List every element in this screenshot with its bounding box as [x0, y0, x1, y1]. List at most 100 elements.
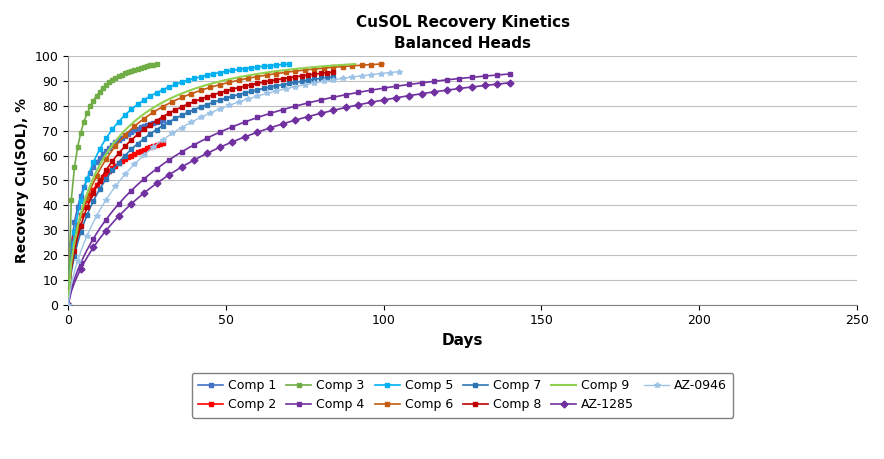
Comp 1: [66, 241, 77, 246]
Comp 2: [110, 163, 121, 168]
Comp 7: [107, 168, 118, 173]
AZ-1285: [438, 88, 449, 93]
Comp 3: [117, 72, 127, 77]
Comp 9: [350, 62, 361, 67]
Comp 1: [141, 122, 152, 128]
Comp 1: [113, 137, 124, 143]
Comp 3: [75, 130, 86, 135]
Comp 9: [274, 68, 285, 73]
Comp 2: [113, 161, 124, 166]
Comp 1: [139, 123, 149, 129]
Comp 1: [75, 193, 86, 199]
Comp 1: [91, 160, 102, 165]
Comp 3: [151, 62, 162, 67]
Comp 3: [113, 73, 124, 79]
Comp 7: [63, 302, 73, 308]
Comp 8: [312, 71, 323, 77]
Comp 7: [145, 131, 156, 137]
Comp 1: [117, 135, 127, 140]
Comp 3: [79, 119, 89, 124]
Comp 3: [95, 89, 105, 95]
Comp 6: [284, 69, 294, 75]
AZ-0946: [255, 92, 266, 98]
Comp 3: [129, 67, 140, 72]
Comp 7: [328, 74, 339, 79]
AZ-1285: [63, 302, 73, 308]
Comp 4: [66, 286, 77, 292]
Comp 3: [72, 144, 83, 150]
Comp 2: [104, 168, 115, 174]
Comp 1: [97, 151, 108, 157]
Comp 3: [82, 111, 93, 116]
Comp 2: [82, 198, 93, 203]
Comp 1: [129, 128, 140, 133]
Comp 1: [88, 164, 99, 170]
Comp 3: [123, 69, 133, 74]
Comp 3: [139, 64, 149, 70]
Line: Comp 6: Comp 6: [65, 62, 386, 307]
Comp 7: [155, 125, 165, 130]
Comp 2: [126, 153, 136, 158]
Comp 5: [271, 62, 282, 68]
Comp 1: [119, 133, 130, 138]
Comp 3: [69, 165, 80, 170]
Comp 7: [141, 134, 152, 139]
Comp 2: [75, 213, 86, 218]
Comp 2: [157, 140, 168, 146]
Comp 1: [148, 120, 158, 125]
Comp 3: [148, 62, 158, 67]
Comp 4: [88, 236, 99, 241]
Line: Comp 4: Comp 4: [65, 72, 513, 307]
Comp 9: [287, 67, 298, 72]
Comp 5: [126, 106, 136, 112]
Comp 5: [284, 61, 294, 67]
Comp 3: [85, 104, 95, 109]
Comp 2: [133, 150, 143, 155]
Title: CuSOL Recovery Kinetics
Balanced Heads: CuSOL Recovery Kinetics Balanced Heads: [355, 15, 569, 51]
Comp 3: [107, 77, 118, 83]
Comp 1: [63, 302, 73, 308]
Comp 4: [483, 73, 493, 78]
Comp 1: [85, 170, 95, 176]
Comp 6: [252, 74, 263, 79]
Comp 8: [195, 96, 206, 102]
Comp 3: [119, 70, 130, 76]
AZ-0946: [290, 84, 301, 90]
Comp 3: [88, 98, 99, 103]
Comp 8: [141, 124, 152, 130]
Comp 8: [155, 116, 165, 121]
Comp 5: [63, 302, 73, 308]
Comp 3: [63, 302, 73, 308]
Comp 2: [97, 174, 108, 180]
Comp 2: [151, 142, 162, 148]
Comp 1: [101, 148, 111, 153]
AZ-1285: [208, 148, 218, 153]
Comp 4: [208, 132, 218, 138]
Line: Comp 7: Comp 7: [65, 74, 336, 307]
Comp 2: [107, 166, 118, 171]
AZ-1285: [66, 289, 77, 294]
AZ-1285: [483, 82, 493, 88]
Comp 3: [145, 63, 156, 68]
Comp 5: [195, 74, 206, 79]
Comp 6: [378, 61, 389, 67]
Comp 5: [69, 230, 80, 235]
Comp 4: [448, 76, 459, 82]
Comp 9: [290, 66, 301, 72]
Comp 3: [91, 93, 102, 99]
AZ-0946: [258, 91, 269, 97]
Comp 3: [104, 79, 115, 85]
Comp 2: [63, 302, 73, 308]
Comp 6: [63, 302, 73, 308]
Comp 8: [328, 69, 339, 75]
Comp 1: [155, 118, 165, 123]
AZ-0946: [278, 87, 288, 92]
Comp 1: [123, 131, 133, 136]
Comp 2: [123, 155, 133, 160]
Comp 9: [293, 66, 304, 71]
Comp 3: [66, 197, 77, 202]
Comp 5: [145, 94, 156, 99]
Comp 1: [104, 145, 115, 151]
Comp 3: [135, 65, 146, 70]
Comp 2: [66, 253, 77, 258]
